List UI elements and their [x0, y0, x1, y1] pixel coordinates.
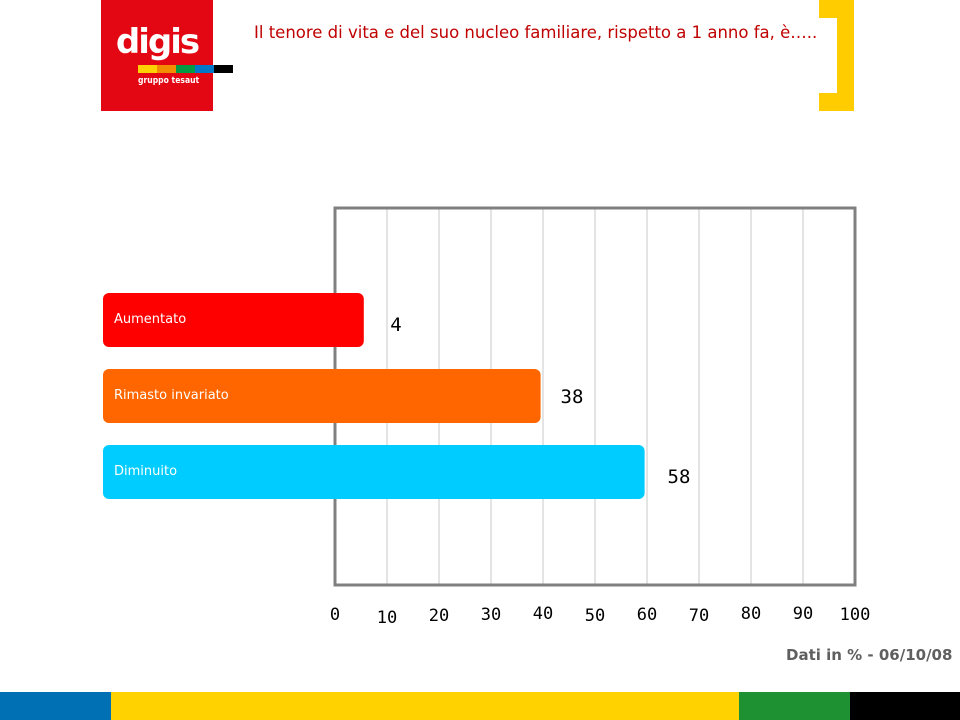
x-tick-label: 0 — [330, 605, 340, 625]
bar-category-label: Aumentato — [114, 312, 186, 327]
x-tick-label: 10 — [377, 608, 397, 628]
x-tick-label: 50 — [585, 606, 605, 626]
x-tick-label: 20 — [429, 606, 449, 626]
logo-strip-segment — [195, 65, 214, 73]
yellow-bracket — [837, 0, 854, 111]
bar-value-label: 4 — [390, 314, 401, 336]
x-tick-label: 40 — [533, 604, 553, 624]
logo-subtitle: gruppo tesaut — [138, 76, 200, 86]
logo-strip-segment — [176, 65, 195, 73]
x-tick-label: 60 — [637, 605, 657, 625]
page-title: Il tenore di vita e del suo nucleo famil… — [254, 23, 818, 42]
bar — [103, 293, 364, 347]
x-tick-label: 90 — [793, 604, 813, 624]
logo-wordmark: digis — [115, 22, 200, 62]
band-segment — [739, 692, 850, 720]
bar-value-label: 58 — [668, 466, 691, 488]
logo-color-strip — [138, 65, 233, 73]
logo-strip-segment — [138, 65, 157, 73]
yellow-bracket-bottom — [819, 93, 854, 111]
band-segment — [850, 692, 960, 720]
bar — [103, 369, 541, 423]
x-tick-label: 30 — [481, 605, 501, 625]
x-tick-label: 80 — [741, 604, 761, 624]
bar — [103, 445, 645, 499]
bar-category-label: Diminuito — [114, 464, 177, 479]
bar-category-label: Rimasto invariato — [114, 388, 229, 403]
band-segment — [111, 692, 739, 720]
bar-value-label: 38 — [561, 386, 584, 408]
logo-strip-segment — [157, 65, 176, 73]
bar-chart: 0 10 20 30 40 50 60 70 80 90 100 Aumentato 4 Rimasto … — [103, 206, 871, 628]
logo-strip-segment — [214, 65, 233, 73]
x-tick-label: 100 — [840, 605, 871, 625]
digis-logo: digis gruppo tesaut — [101, 0, 233, 111]
x-tick-label: 70 — [689, 606, 709, 626]
band-segment — [0, 692, 111, 720]
footnote: Dati in % - 06/10/08 — [786, 646, 953, 664]
